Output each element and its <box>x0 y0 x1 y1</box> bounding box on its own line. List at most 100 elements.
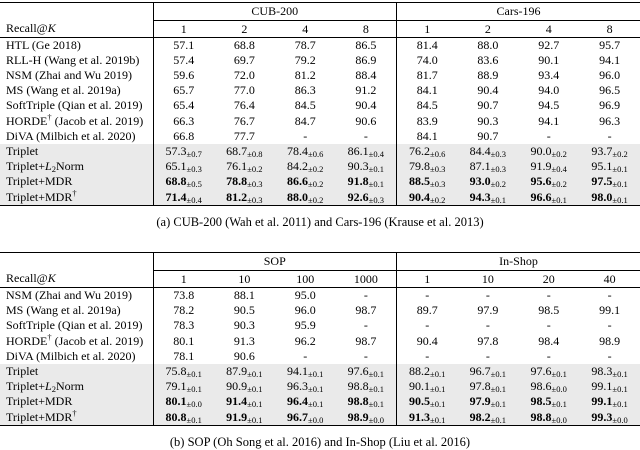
value-cell: 99.1±0.1 <box>579 394 640 409</box>
value-stddev: ±0.1 <box>369 384 384 394</box>
value-stddev: ±0.3 <box>491 149 506 159</box>
method-label: DiVA (Milbich et al. 2020) <box>0 349 153 364</box>
value-stddev: ±0.1 <box>369 369 384 379</box>
k-header: 10 <box>457 271 518 288</box>
recall-k-symbol: K <box>48 21 56 35</box>
dataset-header-in-shop: In-Shop <box>397 253 640 271</box>
value-cell: 96.7±0.1 <box>457 364 518 379</box>
value-number: 90.9 <box>226 379 247 393</box>
value-stddev: ±0.3 <box>430 164 445 174</box>
value-number: 91.9 <box>531 159 552 173</box>
value-number: 84.2 <box>287 159 308 173</box>
value-number: 86.1 <box>348 144 369 158</box>
value-stddev: ±0.1 <box>612 164 627 174</box>
value-cell: 81.2±0.3 <box>214 189 275 206</box>
value-cell: 96.4±0.1 <box>275 394 336 409</box>
value-cell: 97.6±0.1 <box>518 364 579 379</box>
value-cell: 91.2 <box>336 83 397 98</box>
value-stddev: ±0.1 <box>612 399 627 409</box>
value-number: 94.3 <box>470 190 491 204</box>
value-cell: 90.3 <box>457 113 518 129</box>
k-header: 100 <box>275 271 336 288</box>
value-stddev: ±0.0 <box>612 415 627 425</box>
value-number: 98.8 <box>531 410 552 424</box>
value-stddev: ±0.6 <box>308 149 323 159</box>
dagger-mark: † <box>47 112 51 122</box>
table-b-caption: (b) SOP (Oh Song et al. 2016) and In-Sho… <box>0 435 640 450</box>
value-cell: 76.1±0.2 <box>214 159 275 174</box>
value-number: 98.5 <box>531 394 552 408</box>
value-cell: 65.7 <box>153 83 214 98</box>
value-cell: 72.0 <box>214 68 275 83</box>
value-stddev: ±0.2 <box>552 179 567 189</box>
method-label: MS (Wang et al. 2019a) <box>0 303 153 318</box>
value-cell: 90.4 <box>457 83 518 98</box>
value-stddev: ±0.0 <box>552 415 567 425</box>
value-cell: 84.1 <box>397 83 458 98</box>
value-cell: 69.7 <box>214 53 275 68</box>
dagger-mark: † <box>72 188 76 198</box>
value-cell: 96.6±0.1 <box>518 189 579 206</box>
value-number: 88.0 <box>287 190 308 204</box>
value-cell: 93.7±0.2 <box>579 144 640 159</box>
value-cell: 90.4±0.2 <box>397 189 458 206</box>
value-cell: 96.0 <box>579 68 640 83</box>
value-cell: - <box>518 318 579 333</box>
value-number: 96.7 <box>470 364 491 378</box>
value-cell: 78.3 <box>153 318 214 333</box>
value-cell: 90.1 <box>518 53 579 68</box>
value-cell: 90.7 <box>457 98 518 113</box>
value-cell: 84.4±0.3 <box>457 144 518 159</box>
value-cell: - <box>457 349 518 364</box>
value-cell: 68.8±0.5 <box>153 174 214 189</box>
value-cell: 97.8 <box>457 333 518 349</box>
value-cell: 81.4 <box>397 38 458 54</box>
value-cell: 90.9±0.1 <box>214 379 275 394</box>
value-cell: 76.7 <box>214 113 275 129</box>
value-cell: 90.7 <box>457 129 518 144</box>
value-stddev: ±0.1 <box>308 369 323 379</box>
value-number: 80.8 <box>166 410 187 424</box>
value-cell: - <box>518 129 579 144</box>
value-stddev: ±0.1 <box>247 384 262 394</box>
value-cell: 98.8±0.0 <box>518 409 579 426</box>
value-number: 84.4 <box>470 144 491 158</box>
value-stddev: ±0.3 <box>430 179 445 189</box>
value-number: 81.2 <box>226 190 247 204</box>
value-cell: - <box>336 349 397 364</box>
value-cell: 90.6 <box>336 113 397 129</box>
value-cell: 73.8 <box>153 288 214 304</box>
value-cell: 91.3 <box>214 333 275 349</box>
value-stddev: ±0.1 <box>491 384 506 394</box>
value-cell: 97.6±0.1 <box>336 364 397 379</box>
value-cell: 92.6±0.3 <box>336 189 397 206</box>
value-number: 93.0 <box>470 174 491 188</box>
value-cell: 99.3±0.0 <box>579 409 640 426</box>
k-header: 1 <box>397 271 458 288</box>
value-cell: 90.4 <box>397 333 458 349</box>
method-label: SoftTriple (Qian et al. 2019) <box>0 98 153 113</box>
value-number: 87.9 <box>226 364 247 378</box>
value-cell: 88.0±0.2 <box>275 189 336 206</box>
value-cell: 98.4 <box>518 333 579 349</box>
value-stddev: ±0.5 <box>187 179 202 189</box>
value-cell: 94.5 <box>518 98 579 113</box>
k-header: 2 <box>214 21 275 38</box>
value-cell: 78.2 <box>153 303 214 318</box>
value-cell: - <box>397 349 458 364</box>
value-number: 76.2 <box>409 144 430 158</box>
value-stddev: ±0.1 <box>612 369 627 379</box>
method-label: Triplet+MDR† <box>0 409 153 426</box>
value-stddev: ±0.1 <box>247 415 262 425</box>
value-number: 75.8 <box>166 364 187 378</box>
value-stddev: ±0.1 <box>187 369 202 379</box>
value-number: 98.6 <box>531 379 552 393</box>
value-cell: 96.0 <box>275 303 336 318</box>
value-cell: 74.0 <box>397 53 458 68</box>
value-cell: 92.7 <box>518 38 579 54</box>
value-cell: 96.5 <box>579 83 640 98</box>
